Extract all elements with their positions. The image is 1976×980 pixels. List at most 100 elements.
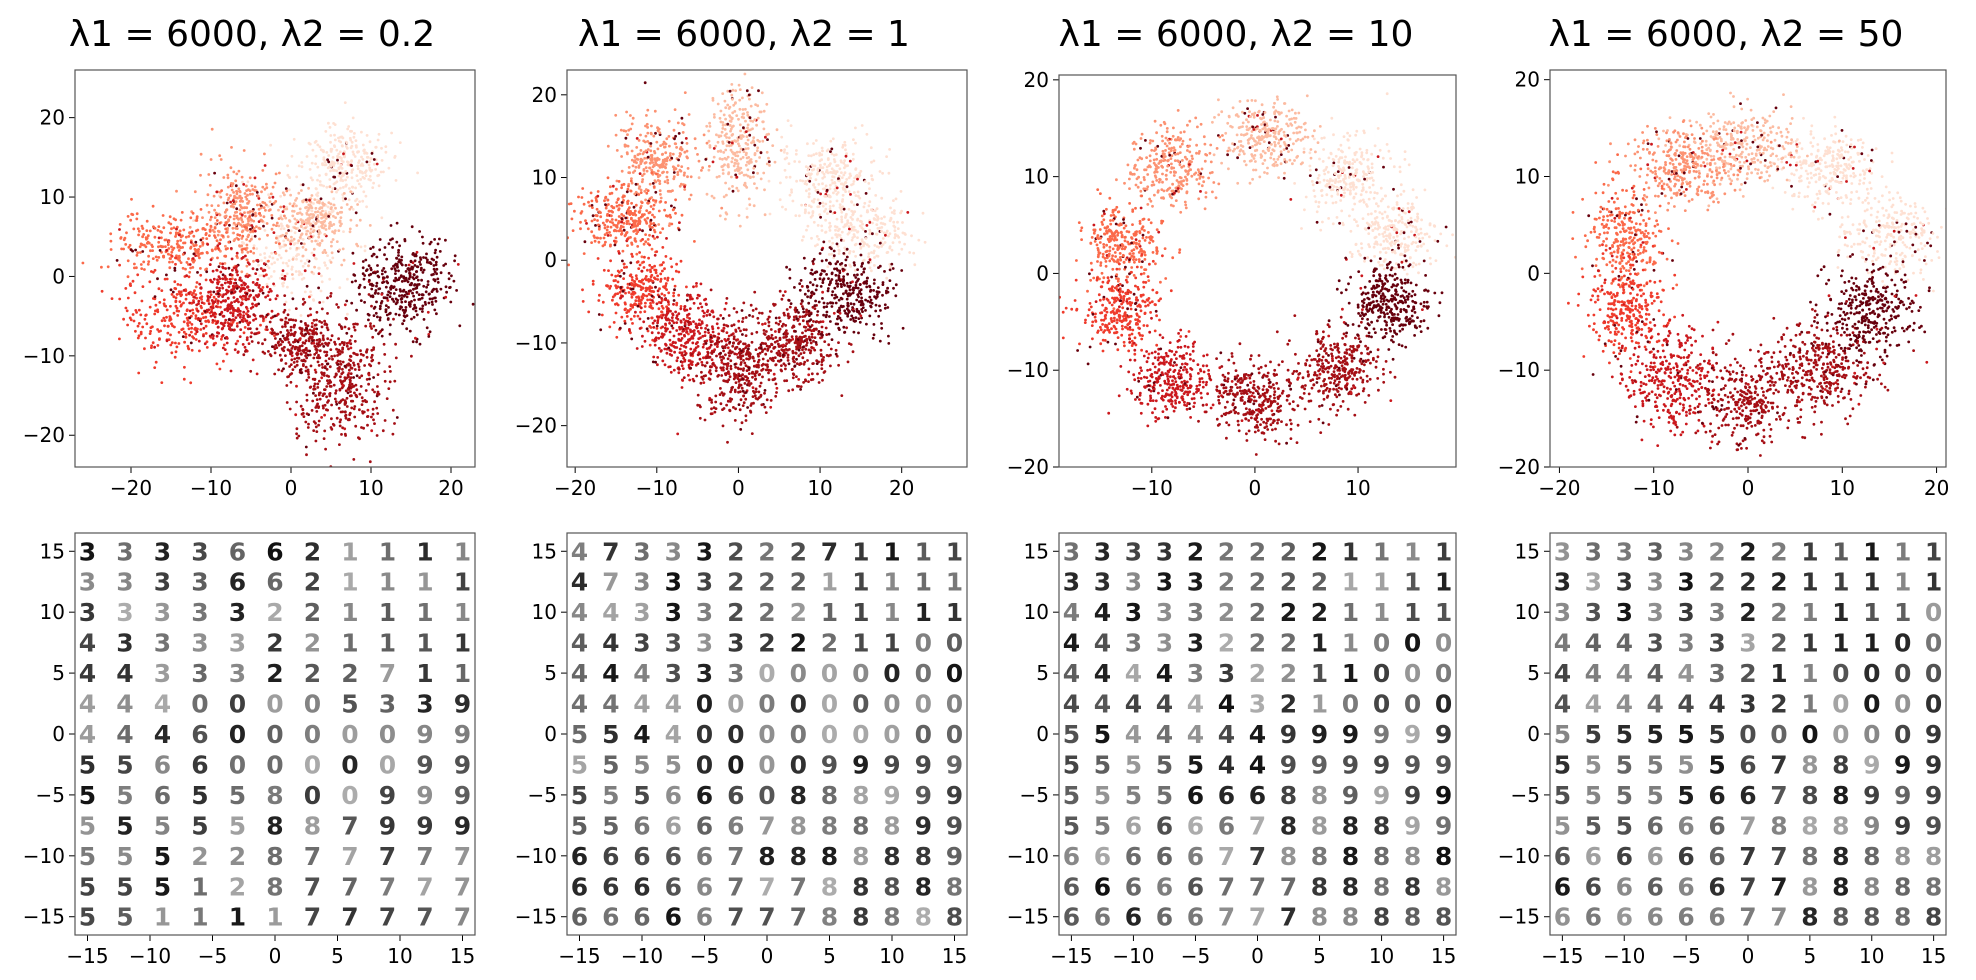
scatter-point	[205, 237, 209, 241]
scatter-point	[189, 246, 193, 250]
scatter-point	[888, 245, 892, 249]
scatter-point	[175, 306, 179, 310]
scatter-point	[307, 372, 310, 376]
scatter-point	[294, 270, 298, 273]
scatter-point	[790, 190, 793, 194]
scatter-point	[360, 130, 363, 134]
scatter-point	[846, 164, 849, 168]
scatter-point	[301, 200, 305, 204]
scatter-point	[643, 255, 646, 259]
scatter-point	[220, 189, 224, 193]
scatter-point	[240, 230, 244, 234]
scatter-point	[349, 354, 352, 358]
scatter-point	[274, 172, 278, 176]
scatter-point	[245, 243, 249, 247]
scatter-point	[851, 157, 855, 161]
scatter-point	[851, 213, 855, 217]
scatter-point	[151, 257, 155, 260]
scatter-point	[297, 270, 301, 273]
scatter-point	[357, 436, 360, 439]
scatter-point	[252, 219, 256, 223]
scatter-point	[720, 206, 724, 210]
scatter-point	[322, 184, 325, 188]
scatter-point	[382, 267, 386, 270]
scatter-point	[298, 211, 302, 215]
scatter-point	[672, 321, 676, 325]
scatter-point	[364, 324, 368, 328]
scatter-point	[842, 173, 846, 177]
scatter-point	[750, 160, 753, 164]
scatter-point	[178, 229, 182, 233]
scatter-point	[285, 189, 289, 193]
scatter-point	[312, 220, 316, 224]
scatter-point	[234, 342, 238, 346]
scatter-point	[346, 163, 350, 167]
scatter-point	[263, 164, 267, 167]
scatter-point	[347, 341, 351, 345]
scatter-point	[864, 230, 867, 233]
scatter-point	[250, 224, 254, 227]
scatter-point	[219, 270, 223, 274]
scatter-point	[247, 188, 250, 192]
scatter-point	[337, 136, 340, 140]
scatter-point	[218, 262, 222, 265]
scatter-point	[243, 225, 247, 229]
scatter-point	[200, 295, 204, 298]
scatter-point	[276, 341, 280, 345]
scatter-point	[386, 281, 390, 285]
scatter-point	[646, 286, 650, 290]
scatter-point	[271, 185, 275, 189]
scatter-point	[380, 159, 384, 162]
scatter-point	[418, 260, 421, 264]
scatter-point	[216, 278, 219, 282]
scatter-point	[262, 274, 266, 278]
scatter-point	[333, 354, 336, 358]
scatter-point	[615, 187, 618, 191]
scatter-point	[326, 408, 329, 412]
scatter-point	[375, 300, 378, 304]
scatter-point	[611, 206, 615, 210]
scatter-point	[376, 292, 380, 295]
scatter-point	[365, 152, 369, 155]
scatter-point	[176, 314, 180, 317]
scatter-point	[729, 127, 733, 131]
scatter-point	[322, 226, 325, 230]
scatter-point	[754, 103, 757, 106]
scatter-point	[913, 263, 917, 267]
scatter-point	[253, 185, 257, 189]
scatter-point	[630, 276, 634, 279]
scatter-point	[269, 192, 273, 196]
scatter-point	[239, 315, 242, 319]
scatter-point	[323, 160, 327, 164]
scatter-point	[826, 148, 830, 152]
scatter-point	[617, 207, 621, 211]
scatter-point	[167, 252, 170, 256]
scatter-point	[894, 234, 897, 238]
scatter-point	[242, 353, 246, 357]
scatter-point	[308, 236, 311, 240]
scatter-point	[257, 263, 260, 267]
scatter-point	[730, 141, 734, 145]
scatter-point	[637, 193, 641, 196]
scatter-point	[375, 406, 379, 410]
scatter-point	[236, 313, 240, 317]
scatter-point	[388, 380, 392, 384]
scatter-point	[327, 399, 330, 403]
scatter-point	[213, 226, 217, 230]
scatter-point	[324, 214, 328, 218]
scatter-point	[320, 307, 324, 311]
scatter-point	[308, 217, 311, 221]
scatter-point	[145, 322, 149, 326]
scatter-point	[662, 170, 665, 174]
scatter-point	[347, 327, 351, 331]
scatter-point	[126, 275, 130, 279]
scatter-point	[208, 334, 212, 338]
scatter-point	[323, 202, 326, 206]
scatter-point	[269, 143, 272, 147]
scatter-point	[179, 261, 183, 264]
scatter-point	[701, 166, 704, 170]
scatter-point	[284, 316, 288, 320]
scatter-point	[431, 297, 434, 301]
scatter-point	[657, 295, 661, 299]
scatter-point	[619, 128, 623, 132]
